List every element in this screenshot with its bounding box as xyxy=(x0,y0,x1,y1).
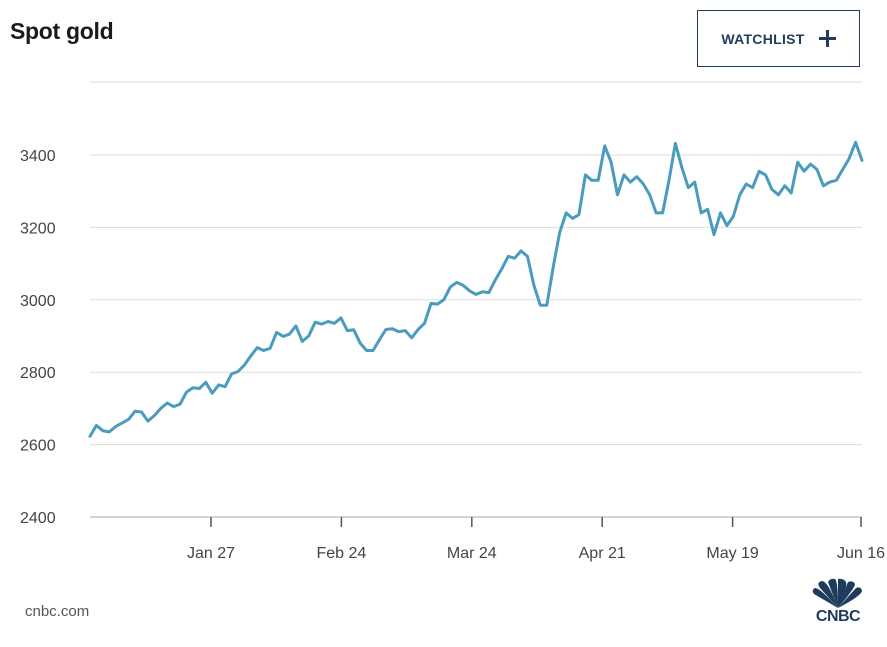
source-text: cnbc.com xyxy=(25,603,90,620)
y-tick-label: 2600 xyxy=(20,438,56,455)
cnbc-logo: CNBC xyxy=(808,578,868,628)
y-tick-label: 2800 xyxy=(20,365,56,382)
cnbc-logo-text: CNBC xyxy=(815,608,861,625)
x-tick-label: Jun 16 xyxy=(837,545,885,562)
x-tick-label: Jan 27 xyxy=(187,545,235,562)
y-tick-label: 3200 xyxy=(20,220,56,237)
plus-icon xyxy=(818,30,836,47)
x-tick-label: Feb 24 xyxy=(316,545,366,562)
price-line xyxy=(88,140,864,438)
page-title: Spot gold xyxy=(10,18,114,44)
y-tick-label: 3400 xyxy=(20,148,56,165)
x-tick-label: Mar 24 xyxy=(447,545,497,562)
y-tick-label: 3000 xyxy=(20,293,56,310)
y-tick-label: 2400 xyxy=(20,510,56,527)
x-tick-label: May 19 xyxy=(706,545,759,562)
watchlist-label: WATCHLIST xyxy=(721,30,805,47)
cnbc-peacock-icon xyxy=(812,578,862,608)
watchlist-button[interactable]: WATCHLIST xyxy=(697,10,860,67)
x-tick-label: Apr 21 xyxy=(579,545,626,562)
